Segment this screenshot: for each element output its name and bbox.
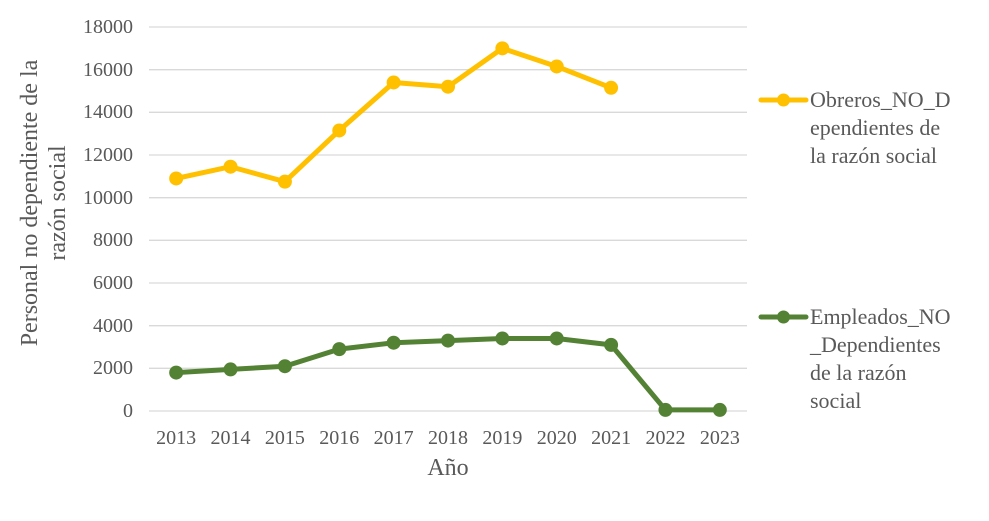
x-tick-label: 2022 [645,427,686,449]
y-tick-label: 10000 [83,186,133,209]
y-tick-label: 6000 [93,272,133,294]
legend-label-empleados: Empleados_NO _Dependientes de la razón s… [810,304,951,413]
data-point-marker [277,174,292,189]
legend-marker-obreros-icon [758,93,809,107]
data-point-marker [386,75,401,90]
x-tick-label: 2023 [699,427,740,449]
x-tick-label: 2018 [428,427,468,449]
x-tick-label: 2016 [319,427,360,449]
x-tick-label: 2017 [373,427,414,449]
data-point-marker [441,333,455,348]
y-tick-label: 0 [123,400,133,422]
legend-item-obreros: Obreros_NO_D ependientes de la razón soc… [757,86,951,170]
y-tick-label: 12000 [83,144,133,166]
legend-item-empleados: Empleados_NO _Dependientes de la razón s… [757,303,951,415]
data-point-marker [712,402,727,417]
data-point-marker [386,335,401,350]
data-point-marker [332,123,347,138]
data-point-marker [277,359,292,374]
legend-marker-empleados-icon [758,310,809,324]
data-point-marker [169,171,184,186]
data-point-marker [604,337,619,352]
y-tick-label: 4000 [93,314,133,337]
x-axis-title: Año [427,455,469,481]
data-point-marker [223,159,238,174]
data-point-marker [549,331,564,346]
data-point-marker [495,331,510,346]
series-line [173,335,723,413]
data-point-marker [169,365,184,380]
y-tick-label: 14000 [83,101,133,124]
data-point-marker [658,402,673,417]
data-point-marker [495,41,510,56]
data-point-marker [332,342,347,357]
x-tick-label: 2020 [536,427,577,449]
data-point-marker [223,362,238,377]
legend-label-obreros: Obreros_NO_D ependientes de la razón soc… [810,87,951,168]
y-tick-label: 16000 [83,58,133,81]
x-tick-label: 2014 [210,427,251,449]
series-line [173,45,614,185]
x-tick-label: 2015 [264,427,305,449]
data-point-marker [604,80,619,95]
y-tick-label: 8000 [93,229,133,252]
x-tick-label: 2021 [591,427,632,449]
x-tick-label: 2013 [156,427,197,449]
data-point-marker [549,59,564,74]
y-tick-label: 2000 [93,357,133,380]
y-tick-label: 18000 [83,16,133,38]
data-point-marker [441,79,455,94]
x-tick-label: 2019 [482,427,523,449]
